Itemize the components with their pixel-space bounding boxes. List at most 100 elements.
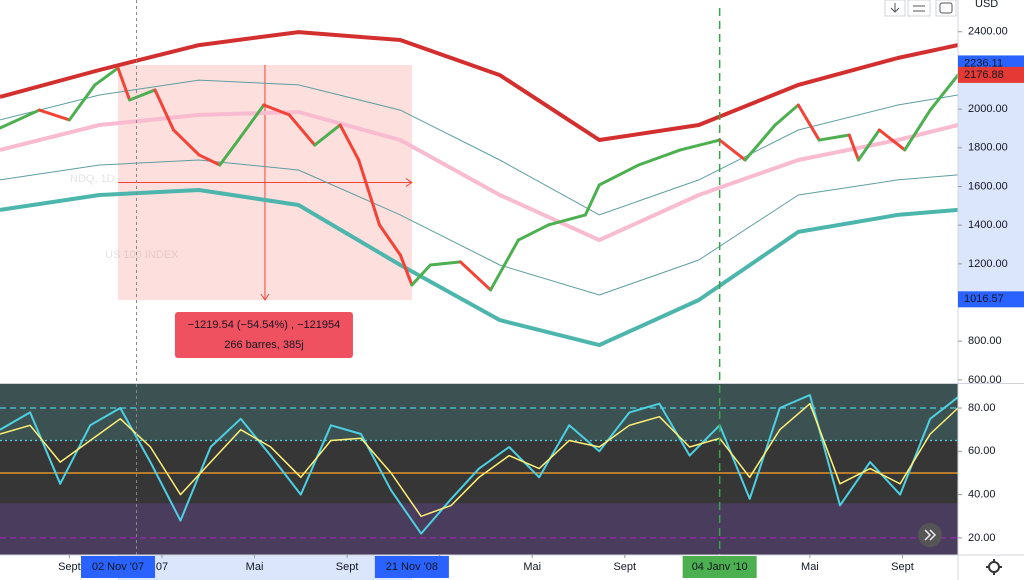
price-segment bbox=[313, 123, 342, 147]
band-line bbox=[0, 159, 959, 296]
band-line bbox=[0, 79, 959, 216]
osc-y-tick-label: 80.00 bbox=[968, 402, 996, 414]
osc-y-tick-label: 60.00 bbox=[968, 445, 996, 457]
price-segment bbox=[597, 163, 641, 187]
measure-detail: 266 barres, 385j bbox=[224, 339, 304, 351]
x-tick-label: Mai bbox=[801, 561, 819, 573]
x-tick-label: Mai bbox=[523, 561, 541, 573]
y-tick-label: 1600.00 bbox=[968, 180, 1008, 192]
price-segment bbox=[128, 88, 157, 102]
y-tick-label: 800.00 bbox=[968, 335, 1002, 347]
price-segment bbox=[428, 260, 462, 267]
price-segment bbox=[877, 128, 907, 152]
scroll-icon bbox=[890, 3, 900, 13]
x-tick-label: 07 bbox=[156, 561, 168, 573]
price-segment bbox=[583, 183, 601, 217]
price-segment bbox=[410, 263, 432, 287]
price-segment bbox=[773, 103, 800, 127]
price-segment bbox=[197, 153, 222, 167]
price-segment bbox=[0, 108, 41, 130]
price-segment bbox=[338, 123, 361, 162]
price-segment bbox=[856, 128, 881, 162]
price-segment bbox=[637, 148, 682, 167]
y-tick-label: 1200.00 bbox=[968, 258, 1008, 270]
y-tick-label: 2400.00 bbox=[968, 26, 1008, 38]
currency-label: USD bbox=[975, 0, 998, 10]
price-segment bbox=[928, 73, 960, 112]
measure-arrow-horizontal bbox=[118, 178, 413, 187]
oscillator-line bbox=[0, 402, 959, 518]
zoom-icon bbox=[913, 5, 925, 12]
measure-label: −1219.54 (−54.54%) , −121954 bbox=[188, 319, 341, 331]
price-segment bbox=[357, 158, 381, 227]
price-segment bbox=[262, 103, 291, 117]
settings-button[interactable] bbox=[986, 559, 1002, 575]
price-tag bbox=[958, 291, 1024, 308]
x-tick-label: Sept bbox=[891, 561, 914, 573]
band-line bbox=[0, 110, 959, 243]
band-line bbox=[0, 188, 959, 348]
gear-teeth bbox=[986, 559, 1002, 575]
x-tick-label: Sept bbox=[336, 561, 359, 573]
date-label: 04 Janv '10 bbox=[692, 561, 748, 573]
x-tick-label: Sept bbox=[613, 561, 636, 573]
oscillator-line bbox=[0, 394, 959, 535]
y-tick-label: 600.00 bbox=[968, 374, 1002, 386]
price-segment bbox=[796, 103, 821, 142]
price-segment bbox=[236, 103, 266, 142]
time-range-highlight bbox=[118, 555, 412, 580]
scroll-right-button[interactable] bbox=[918, 523, 942, 547]
price-tag-label: 2176.88 bbox=[964, 69, 1004, 81]
oscillator-zone bbox=[0, 503, 958, 555]
toolbar bbox=[884, 0, 957, 17]
price-segment bbox=[847, 133, 860, 162]
osc-y-tick-label: 20.00 bbox=[968, 532, 996, 544]
price-segment bbox=[116, 66, 132, 102]
watermark-symbol: NDQ, 1D bbox=[70, 173, 115, 185]
price-segment bbox=[67, 83, 97, 122]
date-label-box bbox=[374, 556, 449, 578]
scroll-right-icon bbox=[924, 529, 937, 541]
date-label-box bbox=[682, 556, 757, 578]
price-tag bbox=[958, 66, 1024, 83]
x-tick-label: Mai bbox=[246, 561, 264, 573]
camera-icon bbox=[939, 2, 953, 14]
price-segment bbox=[516, 223, 550, 242]
price-segment bbox=[37, 108, 71, 122]
zoom-button[interactable] bbox=[907, 0, 931, 17]
price-segment bbox=[287, 113, 317, 147]
x-tick-label: Sept bbox=[58, 561, 81, 573]
measure-label-box bbox=[174, 312, 353, 359]
watermark-name: US 100 INDEX bbox=[105, 249, 179, 261]
price-segment bbox=[153, 88, 176, 132]
price-segment bbox=[718, 138, 747, 162]
osc-y-tick-label: 40.00 bbox=[968, 489, 996, 501]
price-segment bbox=[817, 133, 851, 142]
price-segment bbox=[377, 223, 402, 257]
price-segment bbox=[172, 128, 201, 157]
y-tick-label: 1800.00 bbox=[968, 142, 1008, 154]
price-segment bbox=[398, 253, 414, 287]
date-label: 02 Nov '07 bbox=[92, 561, 144, 573]
price-segment bbox=[903, 108, 932, 152]
price-segment bbox=[546, 213, 587, 227]
screenshot-button[interactable] bbox=[935, 0, 957, 17]
price-segment bbox=[458, 260, 493, 292]
price-tag-label: 1016.57 bbox=[964, 293, 1004, 305]
price-segment bbox=[93, 66, 120, 87]
oscillator-zone bbox=[0, 384, 958, 441]
date-label: 21 Nov '08 bbox=[386, 561, 438, 573]
band-line bbox=[0, 30, 959, 142]
price-segment bbox=[678, 138, 722, 152]
price-tag-label: 2236.11 bbox=[964, 57, 1003, 69]
price-segment bbox=[489, 238, 520, 292]
y-tick-label: 1400.00 bbox=[968, 219, 1008, 231]
axis-range-highlight bbox=[958, 64, 1024, 301]
price-segment bbox=[743, 123, 777, 162]
y-tick-label: 2000.00 bbox=[968, 103, 1008, 115]
date-label-box bbox=[81, 556, 156, 578]
price-segment bbox=[218, 138, 240, 167]
